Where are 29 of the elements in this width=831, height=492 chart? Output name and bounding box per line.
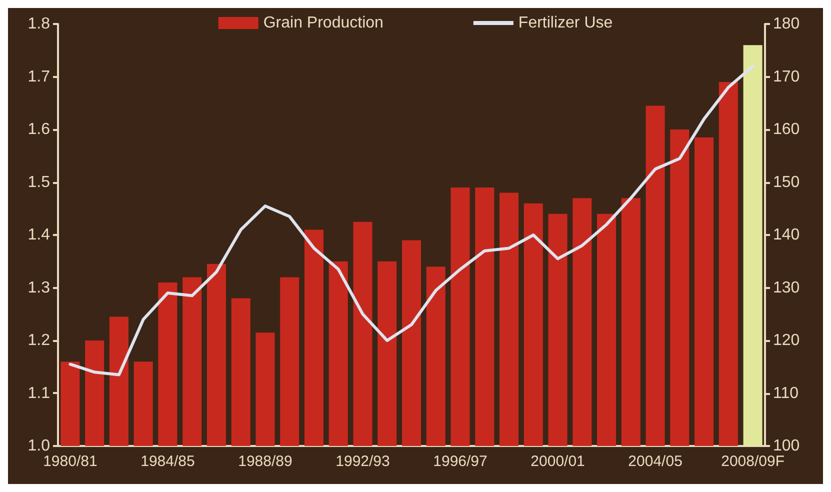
legend-label: Grain Production: [263, 14, 384, 32]
y2-tick-label: 180: [773, 16, 800, 32]
y2-tick-label: 160: [773, 121, 800, 138]
y2-tick-label: 130: [773, 279, 800, 296]
y2-tick-label: 120: [773, 332, 800, 349]
line-series: [68, 64, 754, 376]
x-tick-label: 2000/01: [530, 453, 585, 470]
legend-label: Fertilizer Use: [518, 14, 613, 32]
x-tick-label: 1984/85: [140, 453, 195, 470]
y-tick-label: 1.7: [28, 68, 50, 86]
x-tick-label: 1980/81: [43, 453, 98, 470]
y-tick-label: 1.1: [28, 384, 50, 402]
x-tick-label: 1988/89: [238, 453, 292, 470]
y2-tick-label: 100: [773, 438, 800, 454]
x-tick-label: 1996/97: [433, 453, 488, 470]
x-tick-label: 2004/05: [628, 453, 682, 470]
y2-tick-label: 140: [773, 226, 800, 244]
x-tick-label: 2008/09F: [721, 453, 785, 470]
x-tick-label: 1992/93: [336, 453, 390, 470]
y-tick-label: 1.6: [28, 121, 50, 138]
y-tick-label: 1.0: [28, 438, 50, 454]
y-tick-label: 1.5: [28, 174, 50, 191]
y2-tick-label: 150: [773, 174, 800, 191]
y2-tick-label: 170: [773, 68, 800, 86]
y-tick-label: 1.4: [28, 226, 50, 244]
y2-tick-label: 110: [773, 384, 799, 402]
y-tick-label: 1.2: [28, 332, 50, 349]
y-tick-label: 1.8: [28, 16, 50, 32]
y-tick-label: 1.3: [28, 279, 50, 296]
